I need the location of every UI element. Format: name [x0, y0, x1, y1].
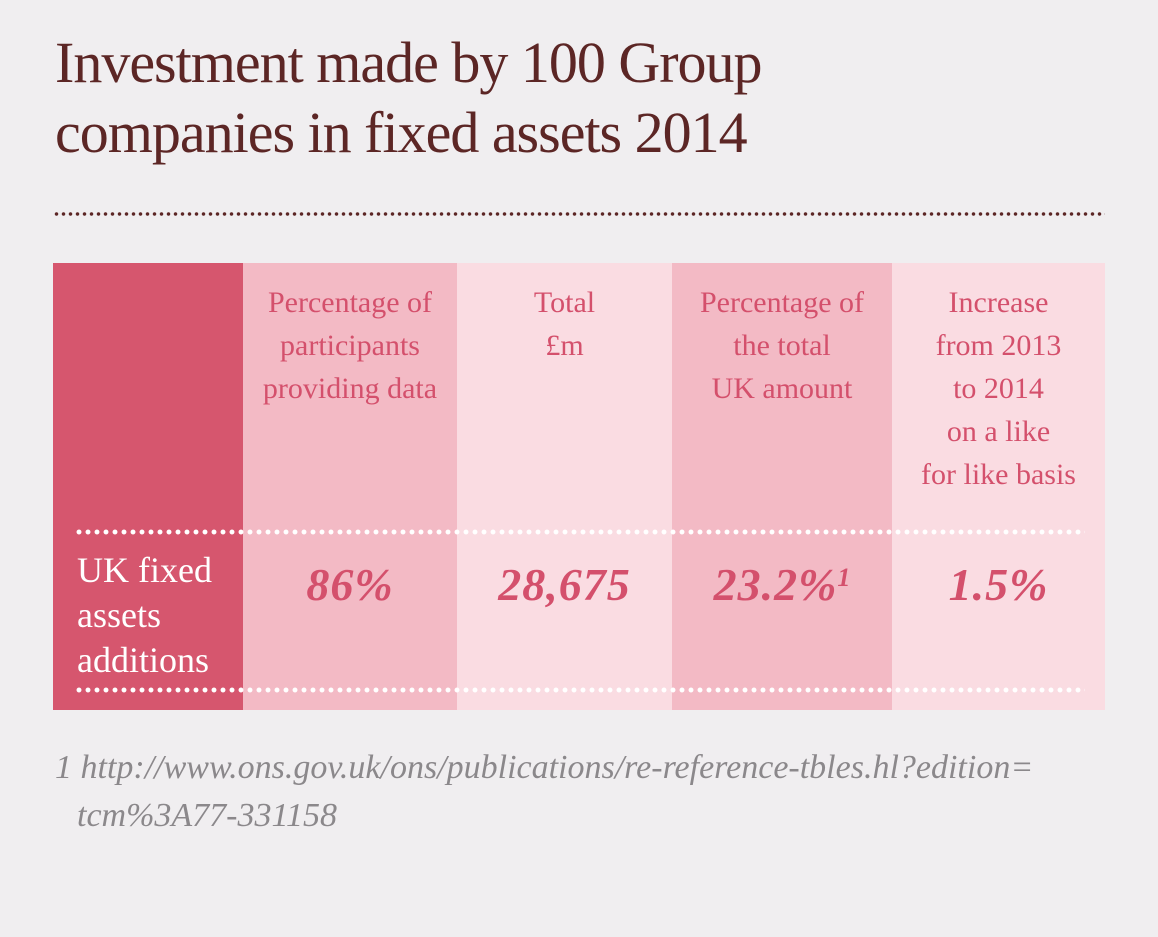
column-header-increase: Increase from 2013 to 2014 on a like for…	[921, 286, 1076, 491]
cell-value-increase: 1.5%	[892, 532, 1105, 690]
column-header-total: Total £m	[533, 286, 596, 362]
page-title-line2: companies in fixed assets 2014	[55, 100, 748, 165]
row-label: UK fixed assets additions	[77, 550, 212, 680]
column-header-participants: Percentage of participants providing dat…	[262, 286, 438, 405]
cell-value-uk-percentage: 23.2%1	[672, 532, 892, 690]
column-total: Total £m 28,675	[457, 263, 672, 710]
footnote: 1 http://www.ons.gov.uk/ons/publications…	[55, 744, 1033, 840]
row-header-column-spacer	[53, 263, 243, 532]
page-title: Investment made by 100 Group companies i…	[55, 28, 763, 168]
cell-value-total: 28,675	[457, 532, 672, 690]
value-text: 23.2%	[713, 559, 838, 610]
value-text: 86%	[306, 559, 394, 610]
cell-value-participants: 86%	[243, 532, 457, 690]
row-top-dotted-line	[75, 529, 1085, 535]
value-superscript: 1	[837, 563, 851, 592]
value-text: 1.5%	[948, 559, 1049, 610]
page-title-line1: Investment made by 100 Group	[55, 30, 763, 95]
footnote-line1: 1 http://www.ons.gov.uk/ons/publications…	[55, 749, 1034, 786]
column-increase: Increase from 2013 to 2014 on a like for…	[892, 263, 1105, 710]
column-uk-percentage: Percentage of the total UK amount 23.2%1	[672, 263, 892, 710]
data-table: UK fixed assets additions Percentage of …	[53, 263, 1105, 710]
row-bottom-dotted-line	[75, 687, 1085, 693]
column-participants: Percentage of participants providing dat…	[243, 263, 457, 710]
row-header-column: UK fixed assets additions	[53, 263, 243, 710]
footnote-line2: tcm%3A77-331158	[77, 797, 337, 834]
value-text: 28,675	[498, 559, 631, 610]
column-header-uk-percentage: Percentage of the total UK amount	[699, 286, 865, 405]
title-dotted-separator	[53, 211, 1105, 217]
